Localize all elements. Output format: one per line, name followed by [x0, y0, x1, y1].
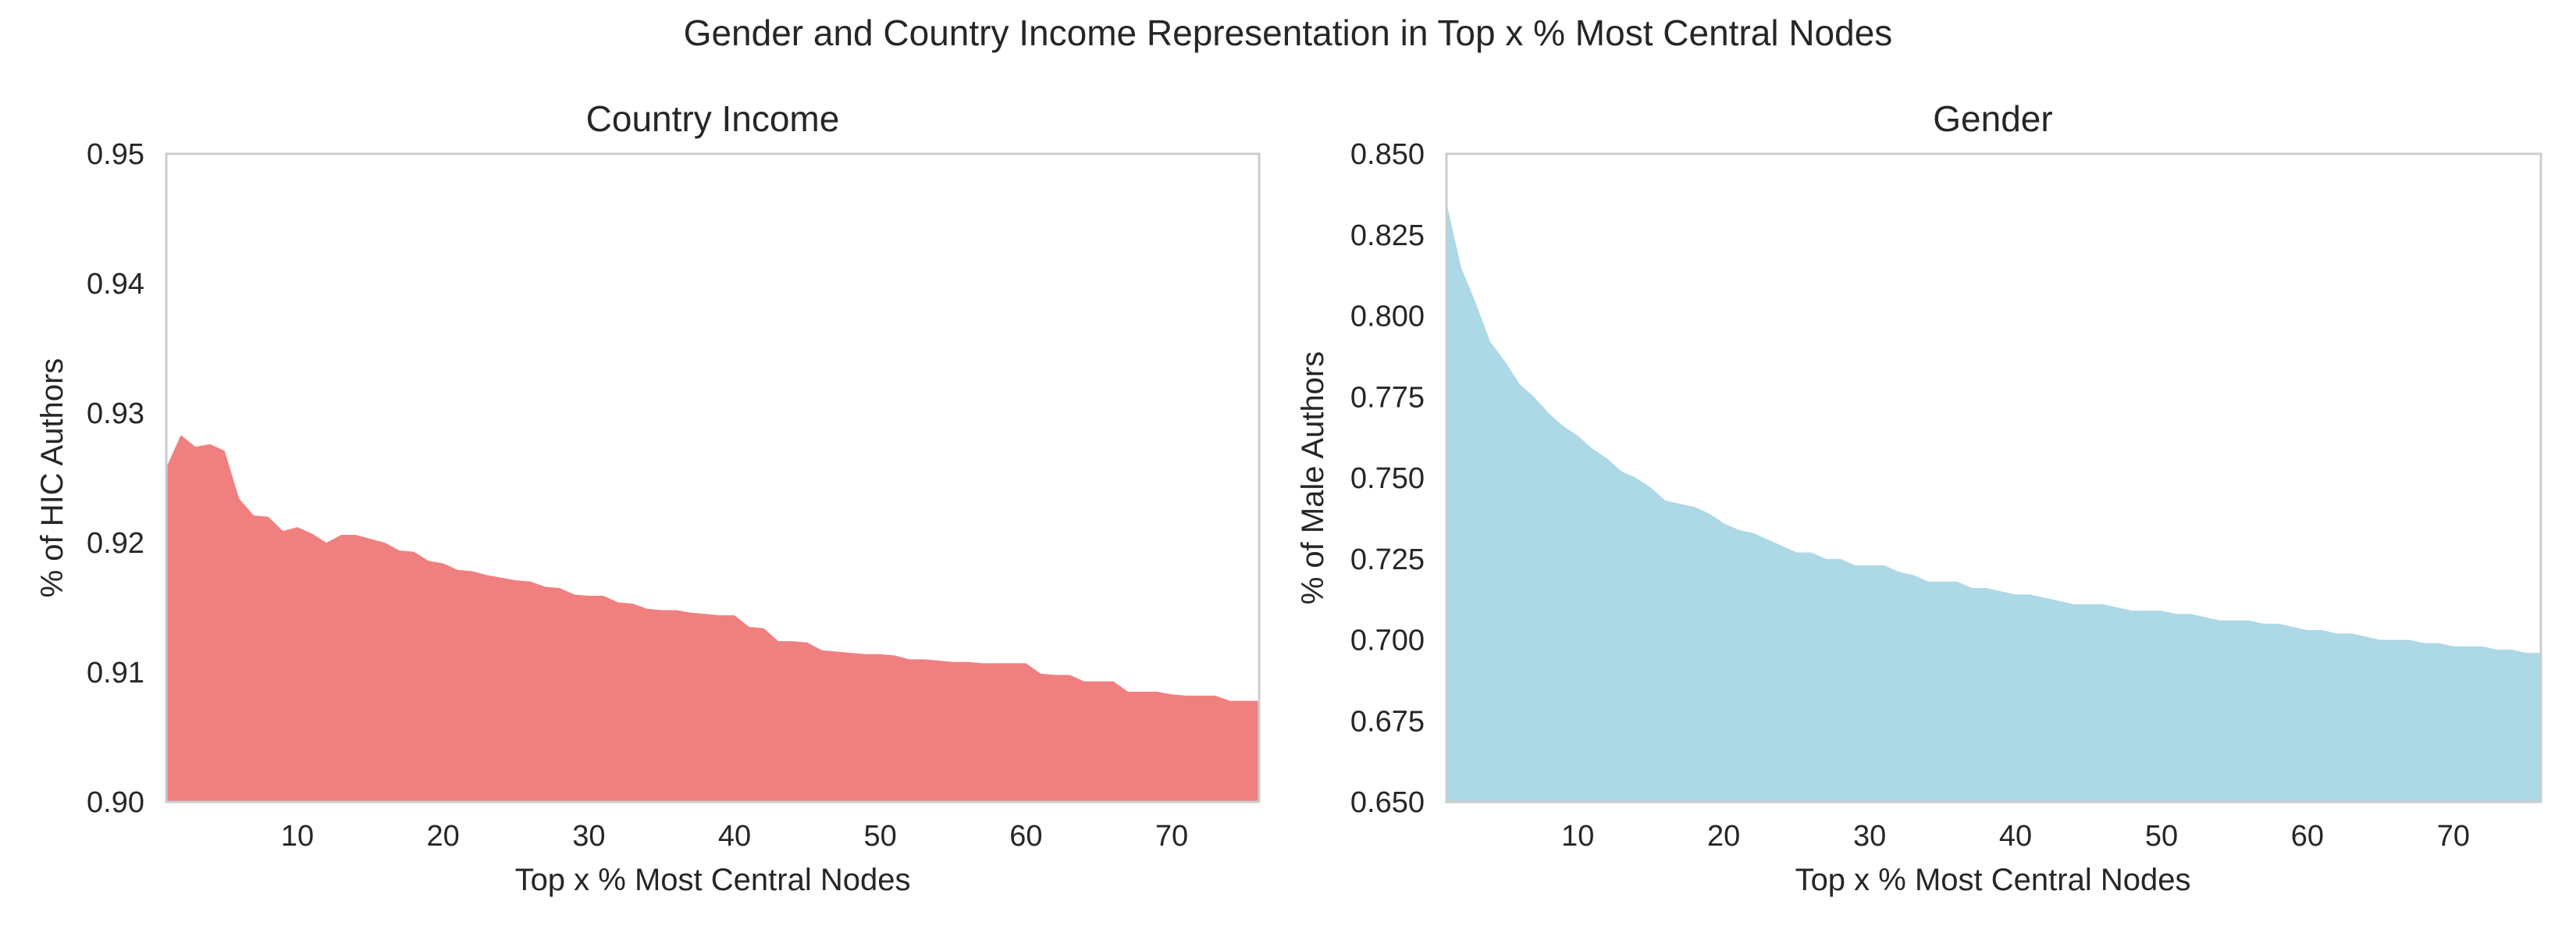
gender-y-tick-label: 0.700 — [1350, 625, 1425, 657]
country-income-title: Country Income — [586, 98, 840, 139]
gender-panel: Gender 0.650 0.675 0.700 0.725 0.750 0.775 0.8… — [1296, 98, 2542, 897]
gender-y-tick-label: 0.725 — [1350, 543, 1425, 576]
gender-x-ticks: 10 20 30 40 50 60 70 — [1561, 820, 2470, 853]
gender-x-tick-label: 50 — [2145, 820, 2178, 853]
country-income-x-tick-label: 50 — [864, 820, 897, 853]
country-income-x-tick-label: 10 — [281, 820, 314, 853]
country-income-y-tick-label: 0.93 — [87, 397, 144, 430]
country-income-x-tick-label: 70 — [1155, 820, 1188, 853]
gender-x-tick-label: 60 — [2291, 820, 2324, 853]
country-income-x-tick-label: 20 — [427, 820, 460, 853]
gender-x-tick-label: 10 — [1561, 820, 1594, 853]
gender-x-tick-label: 20 — [1707, 820, 1740, 853]
gender-plot-frame — [1445, 152, 2542, 803]
country-income-panel: Country Income 0.900.910.920.930.940.95 … — [35, 98, 1261, 897]
country-income-x-axis-label: Top x % Most Central Nodes — [515, 863, 911, 897]
gender-y-ticks: 0.650 0.675 0.700 0.725 0.750 0.775 0.800 0.825… — [1350, 138, 1425, 819]
country-income-area-series-0 — [166, 435, 1259, 802]
country-income-plot-frame — [165, 152, 1261, 803]
country-income-y-tick-label: 0.91 — [87, 657, 144, 689]
gender-y-axis-label: % of Male Authors — [1296, 351, 1330, 605]
gender-y-tick-label: 0.800 — [1350, 301, 1425, 333]
gender-x-tick-label: 40 — [1999, 820, 2032, 853]
country-income-area-layer — [166, 435, 1259, 802]
country-income-y-tick-label: 0.90 — [87, 786, 144, 819]
gender-y-tick-label: 0.650 — [1350, 786, 1425, 819]
gender-x-tick-label: 70 — [2437, 820, 2470, 853]
gender-y-tick-label: 0.775 — [1350, 381, 1425, 414]
country-income-x-ticks: 10 20 30 40 50 60 70 — [281, 820, 1188, 853]
gender-y-tick-label: 0.750 — [1350, 462, 1425, 495]
country-income-x-tick-label: 30 — [572, 820, 605, 853]
country-income-y-tick-label: 0.92 — [87, 527, 144, 560]
gender-y-tick-label: 0.825 — [1350, 219, 1425, 252]
country-income-y-tick-label: 0.95 — [87, 138, 144, 171]
country-income-y-axis-label: % of HIC Authors — [35, 358, 69, 598]
country-income-y-tick-label: 0.94 — [87, 268, 144, 301]
figure-title: Gender and Country Income Representation… — [684, 12, 1893, 53]
gender-x-tick-label: 30 — [1853, 820, 1886, 853]
country-income-x-tick-label: 60 — [1009, 820, 1042, 853]
gender-area-series-0 — [1446, 202, 2541, 802]
country-income-x-tick-label: 40 — [718, 820, 751, 853]
gender-area-layer — [1446, 202, 2541, 802]
gender-y-tick-label: 0.675 — [1350, 705, 1425, 738]
country-income-y-ticks: 0.90 0.91 0.92 0.93 0.94 0.95 — [87, 138, 144, 819]
gender-y-tick-label: 0.850 — [1350, 138, 1425, 171]
gender-title: Gender — [1933, 98, 2052, 139]
gender-x-axis-label: Top x % Most Central Nodes — [1795, 863, 2191, 897]
